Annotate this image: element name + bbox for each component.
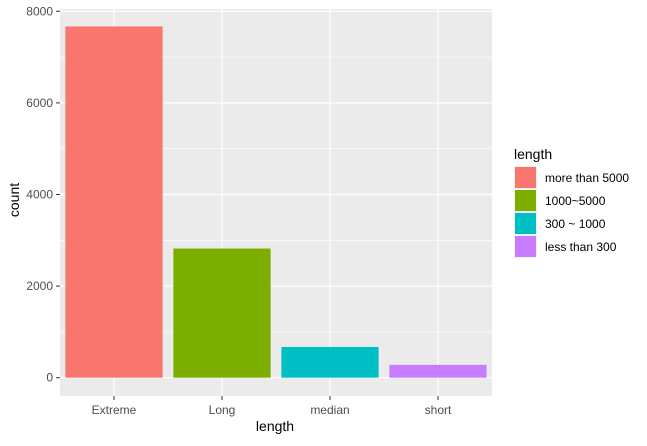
x-axis-title: length bbox=[256, 418, 294, 434]
y-tick-label: 2000 bbox=[26, 279, 53, 293]
legend-label: 1000~5000 bbox=[545, 194, 606, 208]
legend-label: less than 300 bbox=[545, 240, 617, 254]
y-tick-label: 4000 bbox=[26, 187, 53, 201]
x-tick-label: median bbox=[310, 403, 349, 417]
y-axis-title: count bbox=[6, 183, 22, 217]
bars-group bbox=[65, 26, 487, 378]
x-tick-label: Long bbox=[209, 403, 236, 417]
bar-short bbox=[389, 364, 487, 378]
legend-swatch bbox=[515, 236, 536, 257]
legend-swatch bbox=[515, 213, 536, 234]
x-tick-label: Extreme bbox=[92, 403, 137, 417]
bar-median bbox=[281, 346, 379, 378]
legend-keys: more than 5000 1000~5000 300 ~ 1000 less th… bbox=[514, 166, 629, 258]
legend-label: 300 ~ 1000 bbox=[545, 217, 606, 231]
legend-title: length bbox=[514, 146, 552, 162]
legend-label: more than 5000 bbox=[545, 171, 629, 185]
y-tick-label: 0 bbox=[46, 371, 53, 385]
legend-swatch bbox=[515, 190, 536, 211]
legend-swatch bbox=[515, 167, 536, 188]
y-tick-label: 8000 bbox=[26, 4, 53, 18]
bar-long bbox=[173, 248, 271, 378]
y-axis-ticks: 0 2000 4000 6000 8000 bbox=[26, 4, 60, 385]
x-axis-ticks: Extreme Long median short bbox=[92, 396, 452, 417]
legend: length more than 5000 1000~5000 300 ~ 1000… bbox=[514, 146, 629, 258]
bar-extreme bbox=[65, 26, 163, 378]
x-tick-label: short bbox=[425, 403, 452, 417]
y-tick-label: 6000 bbox=[26, 96, 53, 110]
